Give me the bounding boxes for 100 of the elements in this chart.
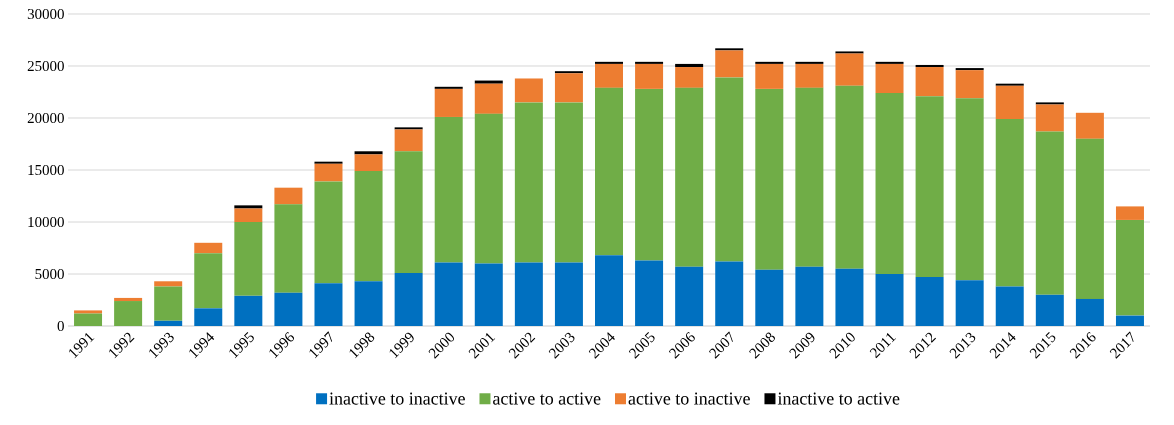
- bar: [955, 98, 984, 281]
- bar: [274, 292, 303, 326]
- bar: [875, 274, 904, 326]
- bar: [1075, 298, 1104, 326]
- bar: [595, 63, 624, 88]
- bar: [354, 281, 383, 326]
- bar: [915, 67, 944, 97]
- bar: [114, 301, 143, 326]
- bar: [354, 151, 383, 155]
- bar: [995, 119, 1024, 287]
- bar: [715, 77, 744, 262]
- bar: [474, 263, 503, 326]
- bar: [1075, 138, 1104, 299]
- bar: [795, 87, 824, 267]
- bar: [114, 297, 143, 302]
- bar: [474, 80, 503, 84]
- bar: [394, 129, 423, 152]
- bar: [434, 116, 463, 263]
- bar: [394, 127, 423, 130]
- bar: [995, 85, 1024, 120]
- bar: [434, 262, 463, 326]
- y-tick-label: 25000: [27, 60, 64, 72]
- bar: [635, 88, 664, 261]
- y-tick-label: 10000: [28, 216, 64, 228]
- bar: [194, 253, 223, 309]
- bar: [875, 93, 904, 274]
- bar: [715, 261, 744, 326]
- bar: [875, 63, 904, 94]
- bar: [1035, 294, 1064, 326]
- bar: [755, 269, 784, 326]
- bar: [314, 163, 343, 182]
- bar: [835, 53, 864, 86]
- bar: [234, 222, 263, 296]
- bar: [595, 255, 624, 326]
- bar: [434, 86, 463, 89]
- bar: [554, 71, 583, 74]
- bar: [715, 50, 744, 78]
- bar: [314, 181, 343, 284]
- x-tick-label: 2011: [869, 333, 896, 359]
- bar: [234, 205, 263, 209]
- bar: [915, 96, 944, 278]
- bar: [74, 310, 103, 314]
- bar: [795, 61, 824, 64]
- bar: [1115, 315, 1144, 326]
- bar: [915, 64, 944, 68]
- bar: [875, 61, 904, 64]
- bar: [835, 85, 864, 269]
- bar: [1035, 104, 1064, 132]
- bar: [675, 266, 704, 326]
- bar: [154, 286, 183, 321]
- bar: [835, 51, 864, 54]
- bar: [635, 61, 664, 64]
- bar: [955, 280, 984, 326]
- bar: [154, 320, 183, 326]
- bar: [795, 63, 824, 88]
- bar: [394, 272, 423, 326]
- bar: [474, 83, 503, 114]
- bar: [675, 63, 704, 68]
- bar: [755, 63, 784, 89]
- bar: [354, 154, 383, 172]
- bar: [915, 277, 944, 326]
- bar: [955, 68, 984, 71]
- bar: [74, 313, 103, 326]
- legend-label: inactive to active: [777, 392, 900, 405]
- bar: [354, 171, 383, 282]
- y-tick-label: 20000: [27, 112, 64, 124]
- bar: [995, 286, 1024, 326]
- x-tick-label: 1991: [69, 333, 95, 359]
- y-tick-label: 15000: [28, 164, 64, 176]
- bar: [194, 242, 223, 254]
- bar: [514, 102, 543, 263]
- bar: [595, 61, 624, 64]
- bar: [755, 88, 784, 270]
- bar: [474, 113, 503, 264]
- y-tick-label: 0: [57, 320, 64, 332]
- bar: [554, 102, 583, 263]
- y-tick-label: 5000: [35, 268, 64, 280]
- bar: [274, 204, 303, 293]
- bar: [1035, 131, 1064, 295]
- bar: [1115, 219, 1144, 316]
- bar: [995, 83, 1024, 86]
- bar: [675, 67, 704, 88]
- bar: [955, 70, 984, 99]
- bar: [635, 260, 664, 326]
- bar: [314, 161, 343, 164]
- bar: [194, 308, 223, 326]
- bar: [434, 88, 463, 117]
- bar: [554, 73, 583, 103]
- bar: [314, 283, 343, 326]
- bar: [234, 208, 263, 222]
- bar: [514, 78, 543, 103]
- bar: [514, 262, 543, 326]
- bar: [835, 268, 864, 326]
- legend-label: active to active: [493, 392, 601, 405]
- y-tick-label: 30000: [27, 8, 64, 20]
- bar: [675, 87, 704, 267]
- bar: [755, 61, 784, 64]
- bar: [274, 187, 303, 205]
- bar: [1075, 112, 1104, 139]
- bar: [1115, 206, 1144, 220]
